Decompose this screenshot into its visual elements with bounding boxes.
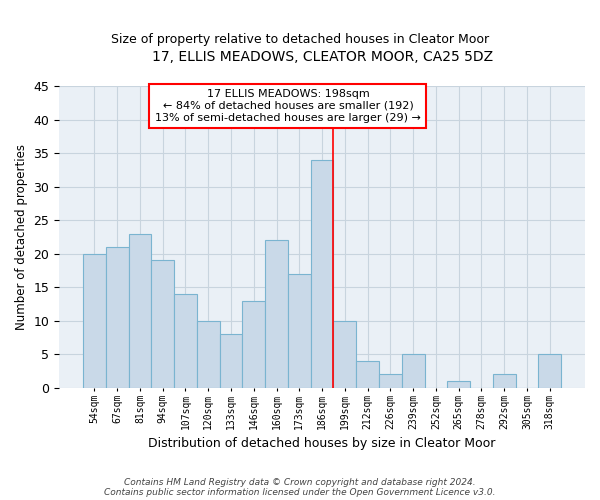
Bar xyxy=(242,300,265,388)
Bar xyxy=(493,374,515,388)
Bar xyxy=(83,254,106,388)
X-axis label: Distribution of detached houses by size in Cleator Moor: Distribution of detached houses by size … xyxy=(148,437,496,450)
Title: 17, ELLIS MEADOWS, CLEATOR MOOR, CA25 5DZ: 17, ELLIS MEADOWS, CLEATOR MOOR, CA25 5D… xyxy=(152,50,493,64)
Bar xyxy=(311,160,334,388)
Bar xyxy=(538,354,561,388)
Bar xyxy=(288,274,311,388)
Text: Contains HM Land Registry data © Crown copyright and database right 2024.
Contai: Contains HM Land Registry data © Crown c… xyxy=(104,478,496,497)
Bar xyxy=(220,334,242,388)
Bar xyxy=(197,321,220,388)
Bar xyxy=(334,321,356,388)
Bar xyxy=(447,381,470,388)
Bar xyxy=(356,361,379,388)
Text: 17 ELLIS MEADOWS: 198sqm
← 84% of detached houses are smaller (192)
13% of semi-: 17 ELLIS MEADOWS: 198sqm ← 84% of detach… xyxy=(155,90,421,122)
Bar xyxy=(128,234,151,388)
Bar xyxy=(106,247,128,388)
Text: Size of property relative to detached houses in Cleator Moor: Size of property relative to detached ho… xyxy=(111,32,489,46)
Bar xyxy=(402,354,425,388)
Bar xyxy=(174,294,197,388)
Bar xyxy=(265,240,288,388)
Y-axis label: Number of detached properties: Number of detached properties xyxy=(15,144,28,330)
Bar xyxy=(379,374,402,388)
Bar xyxy=(151,260,174,388)
